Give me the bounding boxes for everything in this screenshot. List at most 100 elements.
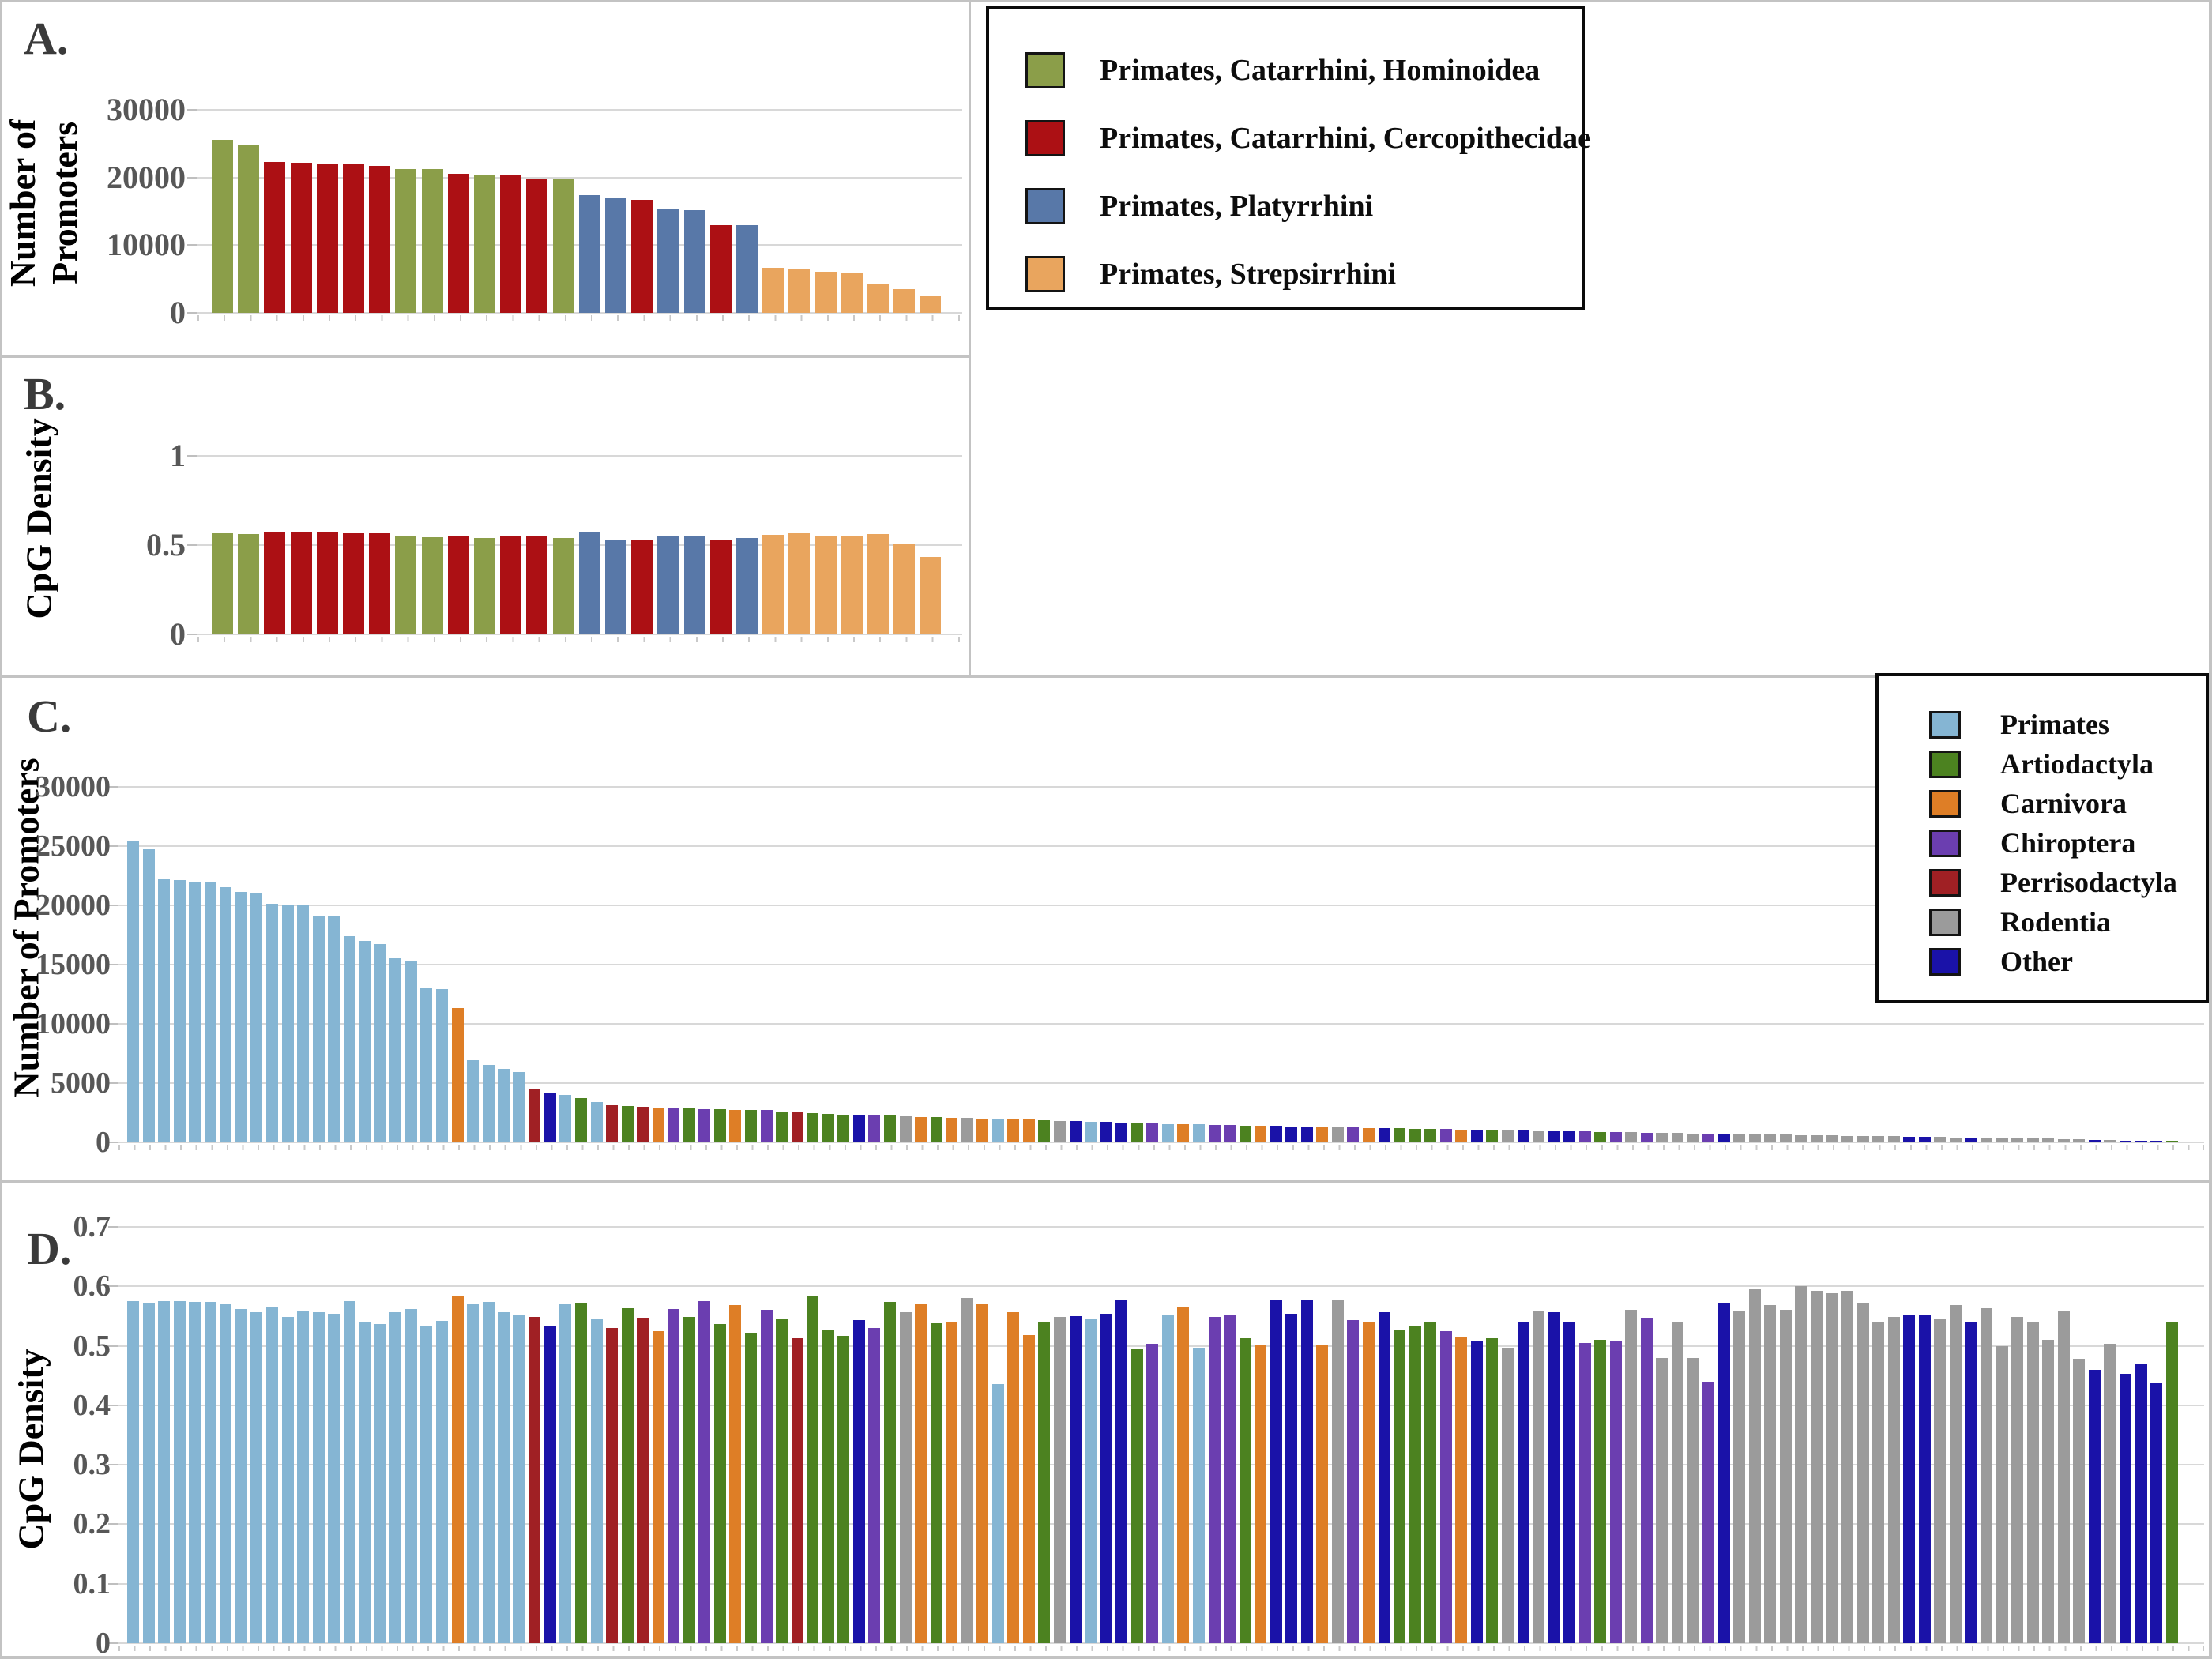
bar-P (467, 1304, 479, 1643)
legend-item-primates: Primates (1879, 705, 2206, 744)
bar-O (1115, 1300, 1127, 1643)
bar-Ch (1579, 1343, 1591, 1643)
bar-Ar (1424, 1129, 1436, 1142)
y-tick-label: 0 (170, 616, 186, 652)
bar-Ar (931, 1117, 942, 1142)
bar-H (395, 169, 416, 313)
bar-P (344, 936, 356, 1142)
bar-Pe (792, 1112, 803, 1142)
bar-Ar (807, 1113, 818, 1142)
x-axis-tick-strip (118, 1145, 2204, 1150)
bar-Ar (1594, 1132, 1606, 1142)
bar-Pl (736, 225, 758, 313)
bar-O (1718, 1134, 1730, 1142)
y-tick-label: 0.4 (73, 1389, 111, 1422)
bar-P (220, 887, 231, 1142)
bar-P (158, 1301, 170, 1643)
bar-Ro (1687, 1134, 1699, 1142)
bar-Ar (683, 1317, 695, 1643)
bar-O (544, 1093, 556, 1142)
y-tick-mark (108, 1285, 118, 1287)
bar-Ro (1795, 1135, 1807, 1142)
y-tick-label: 10000 (107, 227, 186, 262)
bar-Ch (668, 1108, 679, 1142)
legend-item-primates-platyrrhini: Primates, Platyrrhini (989, 172, 1582, 240)
legend-primate-clades: Primates, Catarrhini, Hominoidea Primates… (986, 6, 1591, 310)
bar-Ch (1347, 1320, 1359, 1643)
bar-St (867, 534, 889, 634)
bar-Ro (2073, 1139, 2085, 1142)
bar-P (498, 1069, 510, 1142)
bar-P (467, 1060, 479, 1142)
bar-Ro (1934, 1137, 1946, 1142)
bar-St (788, 269, 810, 313)
bar-Ce (631, 200, 653, 313)
bar-P (282, 1317, 294, 1643)
bar-H (395, 536, 416, 634)
bar-Ro (1811, 1135, 1823, 1142)
bar-P (297, 905, 309, 1142)
gridline-y-15000 (118, 964, 2204, 965)
bar-Ch (1702, 1382, 1714, 1643)
bar-Pl (579, 532, 600, 634)
bar-P (1162, 1315, 1174, 1643)
bar-St (762, 268, 784, 313)
bar-Ca (1177, 1307, 1189, 1643)
bar-Ro (1857, 1136, 1869, 1142)
bar-Ar (1409, 1129, 1421, 1142)
y-tick-label: 0 (170, 295, 186, 330)
border-top (0, 0, 2212, 2)
bar-Ar (575, 1098, 587, 1142)
bar-Pe (606, 1328, 618, 1643)
bar-Ar (1409, 1326, 1421, 1643)
bar-Ca (729, 1110, 741, 1142)
bar-Ar (884, 1115, 896, 1142)
bar-Ro (1733, 1134, 1745, 1142)
bar-Ar (1486, 1338, 1498, 1643)
bar-P (1162, 1124, 1174, 1142)
bar-Ce (500, 175, 521, 313)
bar-Ro (1996, 1346, 2008, 1643)
bar-O (1718, 1303, 1730, 1643)
bar-Ro (1054, 1317, 1066, 1643)
bar-Ro (1872, 1322, 1884, 1643)
y-tick-label: 0 (96, 1126, 111, 1159)
bar-H (553, 538, 574, 634)
bar-O (1965, 1138, 1977, 1142)
bar-Ar (2166, 1141, 2178, 1142)
y-tick-mark (187, 177, 197, 179)
bar-Ca (729, 1305, 741, 1643)
bar-Ro (1981, 1308, 1992, 1643)
bar-P (405, 961, 417, 1142)
bar-P (189, 1302, 201, 1643)
bar-Ca (653, 1331, 664, 1643)
bar-Ca (915, 1117, 927, 1142)
bar-P (235, 1309, 247, 1643)
y-tick-label: 0.5 (73, 1330, 111, 1363)
bar-Ce (264, 532, 285, 634)
bar-Ar (2166, 1322, 2178, 1643)
bar-Ce (500, 536, 521, 634)
bar-P (389, 1312, 401, 1643)
bar-St (920, 557, 941, 634)
bar-Ca (1023, 1119, 1035, 1142)
legend-label: Primates, Catarrhini, Cercopithecidae (1100, 122, 1591, 155)
y-tick-mark (187, 544, 197, 546)
bar-Ca (1363, 1128, 1375, 1142)
bar-P (514, 1315, 525, 1643)
y-tick-mark (108, 1523, 118, 1525)
bar-P (559, 1095, 571, 1142)
bar-Ro (1950, 1138, 1962, 1142)
legend-swatch-icon (1025, 52, 1065, 88)
bar-O (2089, 1140, 2101, 1142)
bar-P (1193, 1348, 1205, 1643)
bar-Ar (1131, 1123, 1143, 1142)
bar-O (2135, 1141, 2147, 1142)
bar-Ro (1811, 1291, 1823, 1643)
legend-item-artiodactyla: Artiodactyla (1879, 744, 2206, 784)
bar-O (853, 1115, 865, 1142)
legend-mammal-orders: Primates Artiodactyla Carnivora Chiroptera P… (1875, 673, 2209, 1003)
bar-Ch (1209, 1317, 1221, 1643)
bar-O (1070, 1316, 1082, 1643)
